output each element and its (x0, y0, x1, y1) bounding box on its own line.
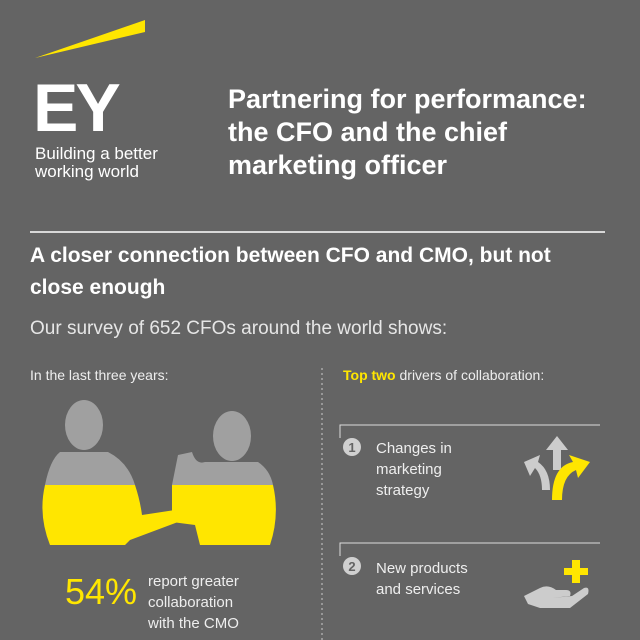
label-rest: drivers of collaboration: (400, 367, 545, 383)
item-badge (343, 438, 361, 456)
people-icon (42, 400, 276, 545)
heading: A closer connection between CFO and CMO,… (30, 244, 551, 267)
item-number: 1 (348, 440, 355, 455)
item-rule (339, 542, 600, 556)
stat: 54% (65, 571, 137, 612)
logo-tagline: Building a better (35, 144, 158, 163)
heading: close enough (30, 276, 165, 299)
item-number: 2 (348, 559, 355, 574)
right-label: Top two drivers of collaboration: (343, 367, 544, 383)
subheading: Our survey of 652 CFOs around the world … (30, 318, 447, 339)
stat-text: collaboration (148, 594, 233, 611)
label-highlight: Top two (343, 367, 396, 383)
item-text: Changes in (376, 440, 452, 457)
stat-text: report greater (148, 573, 239, 590)
title: the CFO and the chief (228, 117, 508, 147)
item-badge (343, 557, 361, 575)
left-label: In the last three years: (30, 367, 169, 383)
title: marketing officer (228, 150, 448, 180)
item-text: New products (376, 560, 468, 577)
item-rule (339, 424, 600, 438)
stat-text: with the CMO (147, 615, 239, 632)
title: Partnering for performance: (228, 84, 587, 114)
logo-tagline: working world (34, 162, 139, 181)
arrows-icon (524, 436, 590, 500)
item-text: marketing (376, 461, 442, 478)
item-text: strategy (376, 482, 430, 499)
logo-wordmark: EY (33, 70, 120, 146)
logo-beam (35, 20, 145, 58)
item-text: and services (376, 581, 460, 598)
hand-icon (524, 560, 589, 608)
